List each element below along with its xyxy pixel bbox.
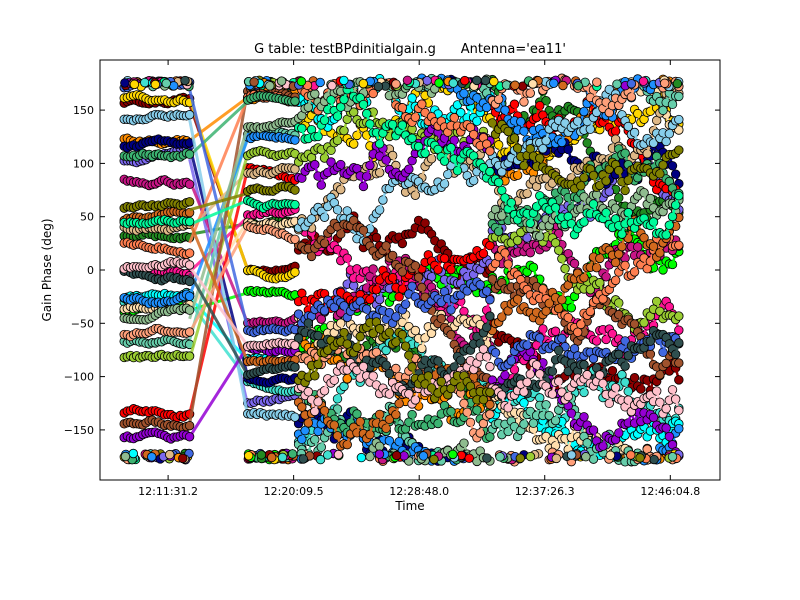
data-point — [674, 423, 684, 434]
data-layer — [119, 73, 684, 467]
data-point — [674, 325, 684, 335]
data-point — [290, 135, 300, 145]
data-point — [184, 179, 195, 190]
data-point — [674, 91, 684, 102]
data-point — [674, 375, 684, 385]
chart-title: G table: testBPdinitialgain.g Antenna='e… — [254, 42, 566, 57]
data-point — [485, 240, 495, 251]
data-point — [184, 291, 195, 302]
data-point — [290, 267, 300, 277]
